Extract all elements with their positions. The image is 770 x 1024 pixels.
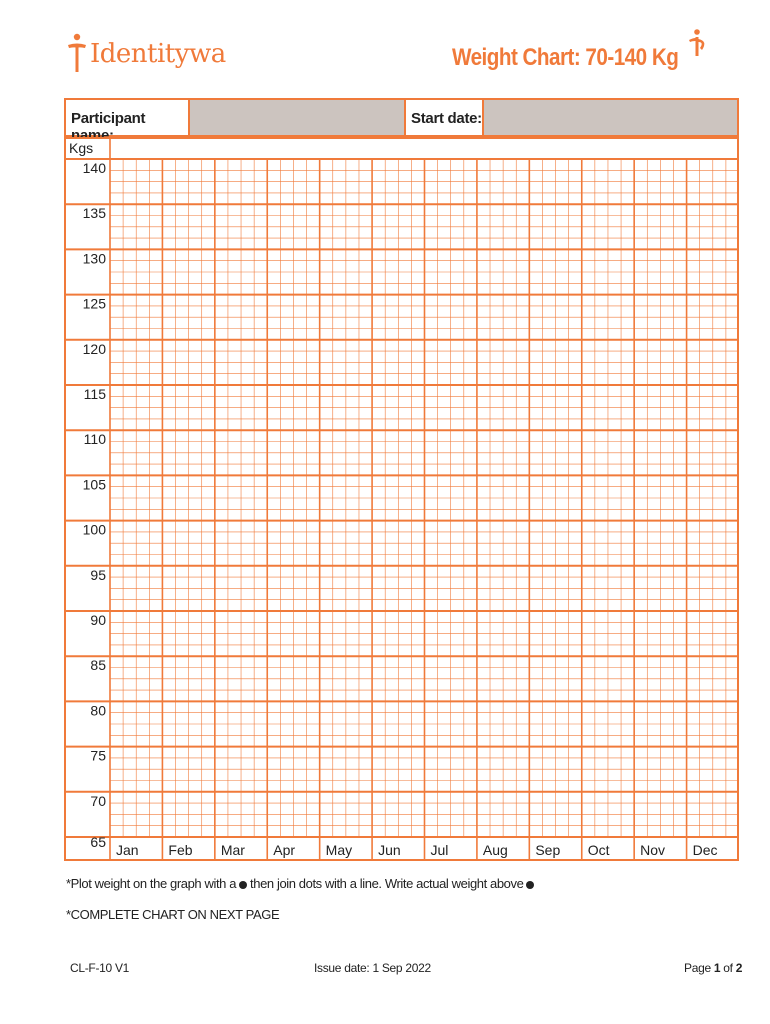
page-of: of [723,961,733,975]
start-date-field[interactable] [482,100,737,135]
person-figure-icon [68,33,86,72]
y-tick-label: 105 [83,476,107,492]
y-tick-label: 80 [90,702,106,718]
grid-frame [64,137,739,861]
page-total: 2 [735,961,743,975]
month-label: Apr [273,842,295,858]
participant-name-field[interactable] [188,100,404,135]
dot-icon [526,880,535,889]
y-tick-label: 65 [90,834,106,850]
start-date-label: Start date: [404,100,482,135]
page-prefix: Page [684,961,711,975]
plot-instruction: *Plot weight on the graph with a then joi… [66,876,537,891]
issue-date: Issue date: 1 Sep 2022 [314,961,431,975]
month-label: Aug [483,842,508,858]
dot-icon [239,880,248,889]
participant-name-label: Participant name: [66,100,188,144]
brand-name: Identitywa [90,39,226,69]
page-current: 1 [713,961,721,975]
month-label: Jun [378,842,401,858]
y-tick-label: 70 [90,793,106,809]
month-label: Nov [640,842,665,858]
month-label: Jan [116,842,139,858]
y-tick-label: 130 [83,250,107,266]
form-code: CL-F-10 V1 [70,961,130,975]
page-title: Weight Chart: 70-140 Kg [452,44,679,71]
y-tick-label: 125 [83,296,107,312]
weight-grid: Kgs 140 135 130 125 120 115 110 105 100 95 90 85 80 75… [64,137,739,861]
y-tick-label: 75 [90,748,106,764]
y-tick-label: 100 [83,522,107,538]
y-tick-label: 95 [90,567,106,583]
y-tick-label: 85 [90,657,106,673]
brand-logo: Identitywa [66,30,226,78]
plot-instruction-end: then join dots with a line. Write actual… [250,876,524,891]
month-label: Jul [431,842,449,858]
y-tick-label: 135 [83,205,107,221]
y-tick-label: 90 [90,612,106,628]
month-label: Sep [535,842,560,858]
y-tick-label: 110 [84,431,107,447]
plot-instruction-start: *Plot weight on the graph with a [66,876,237,891]
y-tick-label: 115 [84,386,107,402]
y-tick-label: 120 [83,341,107,357]
month-label: Feb [168,842,192,858]
unit-label: Kgs [69,140,93,156]
participant-header-row: Participant name: Start date: [64,98,739,144]
month-label: Mar [221,842,245,858]
weight-grid-svg[interactable]: Kgs 140 135 130 125 120 115 110 105 100 95 90 85 80 75… [64,137,739,861]
y-tick-label: 140 [83,160,107,176]
month-label: Oct [588,842,610,858]
page-number: Page 1 of 2 [684,961,742,975]
complete-instruction: *COMPLETE CHART ON NEXT PAGE [66,907,280,922]
month-label: Dec [693,842,718,858]
figure-mark-icon [689,29,705,56]
month-label: May [326,842,352,858]
